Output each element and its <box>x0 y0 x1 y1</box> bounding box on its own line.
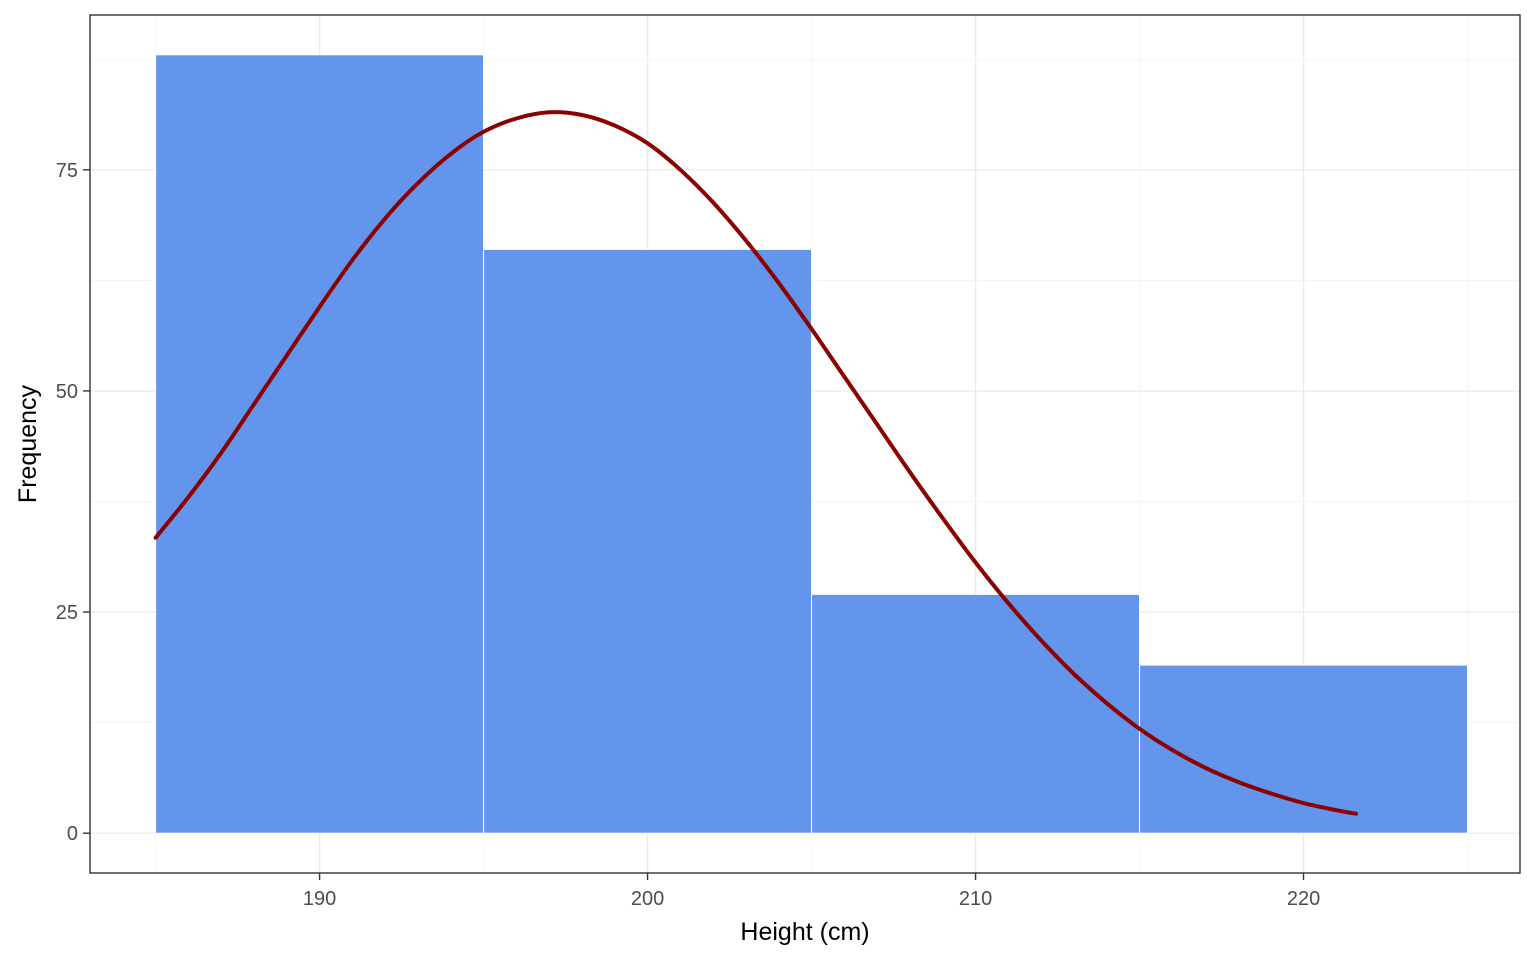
y-tick-label: 50 <box>56 381 78 403</box>
x-tick-label: 210 <box>959 888 992 910</box>
y-tick-label: 25 <box>56 602 78 624</box>
histogram-bar <box>811 593 1141 834</box>
x-tick-label: 200 <box>631 888 664 910</box>
density-curve-layer <box>153 110 1358 816</box>
x-tick-label: 190 <box>303 888 336 910</box>
histogram-bar <box>1139 664 1469 834</box>
panel-border <box>89 14 1521 874</box>
x-tick-label: 220 <box>1287 888 1320 910</box>
x-axis-title: Height (cm) <box>740 918 869 946</box>
density-curve <box>153 110 1358 816</box>
y-axis-title: Frequency <box>14 384 42 503</box>
y-tick-label: 0 <box>67 823 78 845</box>
axis-ticks: 190 200 210 220 0 25 50 75 <box>56 160 1320 910</box>
histogram-bars <box>155 54 1469 834</box>
histogram-bar <box>155 54 485 834</box>
y-tick-label: 75 <box>56 160 78 182</box>
histogram-bar <box>483 248 813 834</box>
